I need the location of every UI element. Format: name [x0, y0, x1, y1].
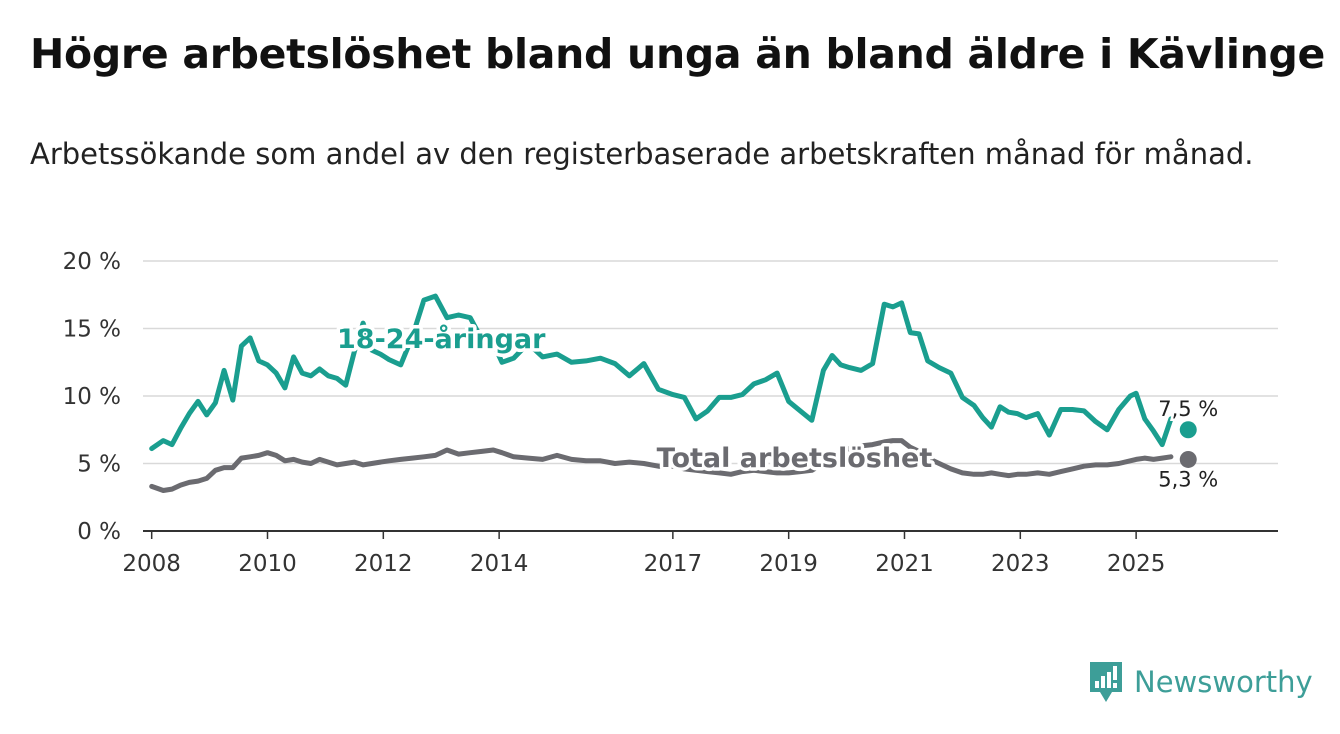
- series-line-youth: [149, 293, 1174, 452]
- series-label-total: Total arbetslöshet: [657, 443, 933, 474]
- x-tick-label: 2017: [644, 551, 703, 577]
- x-tick-label: 2008: [122, 551, 181, 577]
- y-tick-label: 0 %: [77, 519, 121, 545]
- x-tick-label: 2025: [1107, 551, 1166, 577]
- brand-logo: Newsworthy: [1088, 660, 1313, 704]
- x-tick-label: 2019: [759, 551, 818, 577]
- chart-subtitle: Arbetssökande som andel av den registerb…: [30, 137, 1254, 171]
- x-tick-label: 2010: [238, 551, 297, 577]
- x-tick-label: 2014: [470, 551, 529, 577]
- end-label-youth: 7,5 %: [1158, 397, 1218, 421]
- newsworthy-logo-icon: [1090, 662, 1122, 702]
- y-tick-label: 20 %: [63, 249, 121, 275]
- gridlines: [143, 260, 1278, 465]
- x-tick-label: 2021: [875, 551, 934, 577]
- page-title: Högre arbetslöshet bland unga än bland ä…: [30, 30, 1326, 78]
- end-point-total: [1179, 450, 1197, 468]
- y-tick-label: 5 %: [77, 452, 121, 478]
- series: [149, 293, 1197, 493]
- labels: 18-24-åringar Total arbetslöshet 7,5 % 5,3 …: [334, 319, 1221, 494]
- end-point-youth: [1179, 421, 1197, 439]
- y-tick-label: 10 %: [63, 384, 121, 410]
- series-label-youth: 18-24-åringar: [337, 323, 546, 355]
- series-line-total: [149, 438, 1174, 493]
- brand-name: Newsworthy: [1134, 665, 1313, 699]
- x-tick-label: 2012: [354, 551, 413, 577]
- y-tick-label: 15 %: [63, 317, 121, 343]
- x-tick-label: 2023: [991, 551, 1050, 577]
- end-label-total: 5,3 %: [1158, 467, 1218, 491]
- axes: 0 % 5 % 10 % 15 % 20 % 2008 2010 2012 2014 2017 20…: [63, 249, 1278, 577]
